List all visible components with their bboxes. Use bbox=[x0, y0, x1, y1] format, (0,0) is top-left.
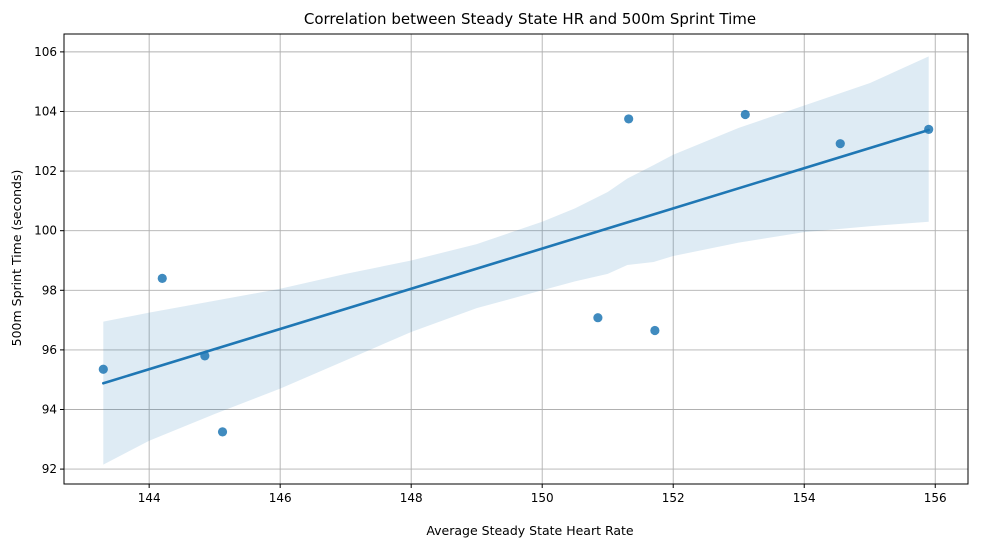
y-tick-label: 92 bbox=[42, 462, 57, 476]
grid-lines bbox=[64, 34, 968, 484]
confidence-band bbox=[103, 56, 929, 465]
plot-frame bbox=[63, 33, 969, 485]
x-axis-label: Average Steady State Heart Rate bbox=[426, 523, 634, 538]
x-tick-label: 150 bbox=[531, 491, 554, 505]
x-tick-label: 156 bbox=[924, 491, 947, 505]
regression-line bbox=[102, 128, 930, 385]
y-tick-label: 100 bbox=[34, 224, 57, 238]
data-point bbox=[924, 124, 934, 134]
data-point bbox=[740, 109, 750, 120]
data-point bbox=[217, 427, 228, 437]
regression-line-layer bbox=[102, 128, 930, 385]
data-point bbox=[98, 364, 108, 374]
x-tick-label: 148 bbox=[400, 491, 423, 505]
data-point bbox=[200, 351, 210, 361]
chart-title: Correlation between Steady State HR and … bbox=[304, 10, 756, 28]
x-tick-label: 146 bbox=[269, 491, 292, 505]
confidence-band-layer bbox=[103, 56, 929, 465]
data-points bbox=[98, 109, 934, 437]
y-tick-label: 96 bbox=[42, 343, 57, 357]
x-tick-label: 154 bbox=[793, 491, 816, 505]
y-tick-label: 102 bbox=[34, 164, 57, 178]
y-tick-label: 104 bbox=[34, 104, 57, 118]
y-tick-label: 98 bbox=[42, 283, 57, 297]
x-tick-label: 144 bbox=[138, 491, 161, 505]
data-point bbox=[624, 114, 634, 124]
data-point bbox=[593, 313, 603, 323]
data-point bbox=[835, 139, 845, 149]
y-axis-label: 500m Sprint Time (seconds) bbox=[9, 170, 24, 347]
x-axis-ticks: 144 146 148 150 152 154 156 bbox=[138, 484, 947, 505]
y-tick-label: 106 bbox=[34, 45, 57, 59]
axes-frame bbox=[63, 33, 969, 485]
y-axis-ticks: 92 94 96 98 100 102 104 106 bbox=[34, 45, 64, 476]
data-point bbox=[650, 325, 660, 336]
x-tick-label: 152 bbox=[662, 491, 685, 505]
y-tick-label: 94 bbox=[42, 402, 57, 416]
data-point bbox=[157, 273, 167, 283]
